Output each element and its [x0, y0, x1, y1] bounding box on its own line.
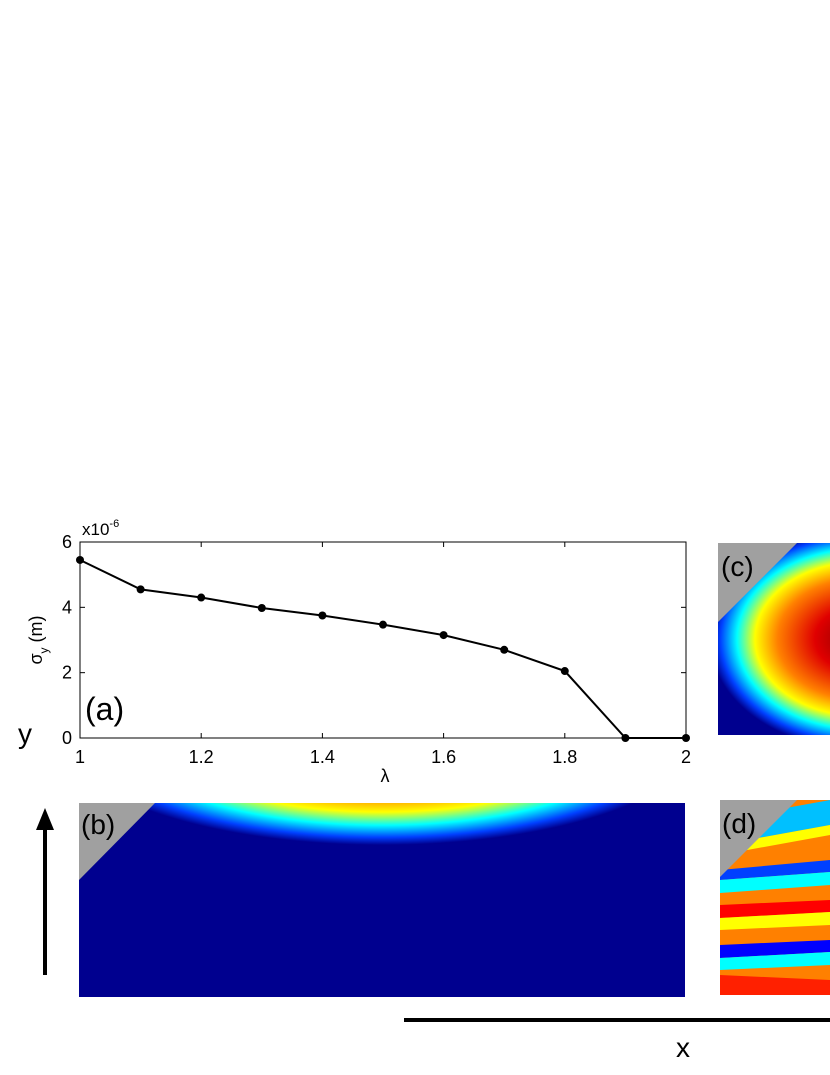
x-tick-label: 1.8: [552, 747, 577, 767]
y-scale-label: x10-6: [82, 518, 119, 539]
panel-d-image: [720, 800, 830, 995]
x-tick-label: 1.4: [310, 747, 335, 767]
y-tick-label: 6: [62, 532, 72, 552]
x-tick-label: 2: [681, 747, 691, 767]
panel-label: (b): [81, 809, 115, 840]
data-point: [682, 734, 690, 742]
x-tick-label: 1.2: [189, 747, 214, 767]
panel-label: (d): [722, 808, 756, 839]
y-scale-exponent: -6: [109, 518, 119, 530]
x-axis-label: λ: [381, 766, 390, 786]
panel-b-image: [79, 803, 685, 997]
data-point: [197, 593, 206, 602]
plot-frame: [79, 541, 687, 739]
x-tick-label: 1.6: [431, 747, 456, 767]
panel-label: (a): [85, 691, 124, 727]
x-arrow-label: x: [676, 1032, 690, 1063]
data-point: [500, 645, 509, 654]
data-point: [379, 620, 387, 629]
data-point: [560, 667, 569, 676]
y-axis-subscript: y: [37, 647, 51, 653]
data-point: [621, 734, 630, 742]
y-scale-base: x10: [82, 520, 109, 539]
x-tick-label: 1: [75, 747, 85, 767]
y-axis-symbol: σ: [26, 653, 46, 664]
y-arrowhead: [36, 808, 54, 830]
panel-label: (c): [721, 551, 754, 582]
data-point: [136, 585, 145, 594]
y-tick-label: 0: [62, 728, 72, 748]
data-point: [439, 631, 448, 640]
data-point: [318, 611, 327, 620]
y-arrow-label: y: [18, 718, 32, 749]
y-axis-unit: (m): [26, 615, 46, 642]
data-point: [257, 603, 266, 612]
y-axis-label: σy (m): [26, 615, 51, 664]
y-tick-label: 2: [62, 663, 72, 683]
data-line: [79, 559, 686, 739]
panel-c-image: [718, 543, 830, 735]
data-point: [76, 555, 84, 564]
y-tick-label: 4: [62, 597, 72, 617]
